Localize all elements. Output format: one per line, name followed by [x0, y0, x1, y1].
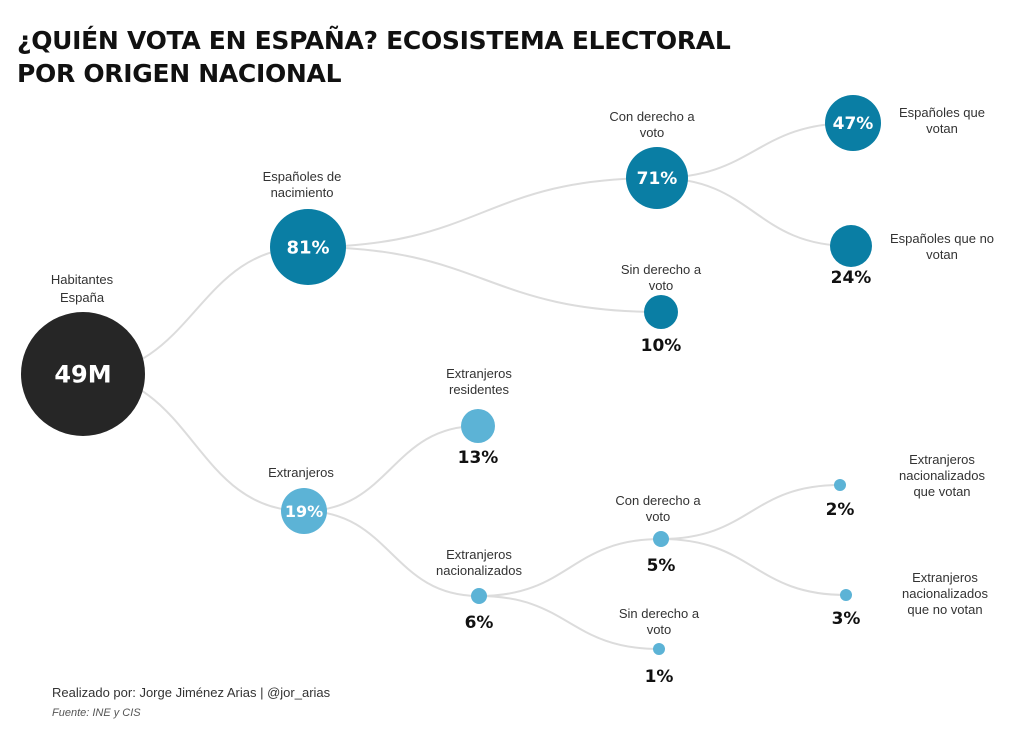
node-label-ext_nac-0: Extranjeros [446, 547, 512, 562]
node-label-ext_nac-1: nacionalizados [436, 563, 523, 578]
link-esp-esp_sin [307, 246, 662, 313]
node-circle-esp_votan [825, 95, 881, 151]
node-label-esp_con-0: Con derecho a [609, 109, 695, 124]
node-value-esp_votan: 47% [833, 114, 874, 134]
node-label-esp_novotan-0: Españoles que no [890, 231, 994, 246]
link-ext_con-ext_votan [660, 484, 841, 540]
node-value-ext_sin: 1% [645, 667, 674, 687]
node-circle-ext_votan [834, 479, 846, 491]
node-value-root: 49M [54, 361, 111, 389]
node-circle-esp_novotan [830, 225, 872, 267]
node-value-ext_votan: 2% [826, 500, 855, 520]
node-value-ext_novotan: 3% [832, 609, 861, 629]
link-esp-esp_con [307, 177, 658, 248]
node-label-ext_sin-1: voto [647, 622, 672, 637]
node-label-ext_votan-1: nacionalizados [899, 468, 986, 483]
link-ext_nac-ext_sin [478, 595, 660, 650]
node-value-ext_nac: 6% [465, 613, 494, 633]
node-value-esp_sin: 10% [641, 336, 682, 356]
node-label-ext_sin-0: Sin derecho a [619, 606, 700, 621]
node-circle-esp_sin [644, 295, 678, 329]
link-ext_con-ext_novotan [660, 538, 847, 596]
source-text: Fuente: INE y CIS [52, 707, 141, 719]
node-root: 49M Habitantes España [21, 272, 145, 436]
node-label-ext_con-1: voto [646, 509, 671, 524]
link-esp_con-esp_novotan [656, 177, 852, 247]
page-title: ¿QUIÉN VOTA EN ESPAÑA? ECOSISTEMA ELECTO… [17, 24, 731, 90]
node-label-ext_votan-2: que votan [913, 484, 970, 499]
node-circle-ext_res [461, 409, 495, 443]
node-value-ext: 19% [285, 502, 323, 521]
node-value-esp_con: 71% [637, 169, 678, 189]
node-circle-ext [281, 488, 327, 534]
node-label-ext-0: Extranjeros [268, 465, 334, 480]
node-label-ext_novotan-0: Extranjeros [912, 570, 978, 585]
node-label-esp-0: Españoles de [263, 169, 342, 184]
node-value-ext_res: 13% [458, 448, 499, 468]
node-label-ext_res-1: residentes [449, 382, 509, 397]
node-ext: 19% Extranjeros [268, 465, 334, 534]
node-label-ext_votan-0: Extranjeros [909, 452, 975, 467]
node-label-esp-1: nacimiento [271, 185, 334, 200]
node-label-esp_novotan-1: votan [926, 247, 958, 262]
node-circle-esp [270, 209, 346, 285]
node-label-esp_con-1: voto [640, 125, 665, 140]
link-ext_nac-ext_con [478, 538, 662, 597]
node-value-ext_con: 5% [647, 556, 676, 576]
node-label-ext_novotan-1: nacionalizados [902, 586, 989, 601]
node-circle-ext_nac [471, 588, 487, 604]
credit-text: Realizado por: Jorge Jiménez Arias | @jo… [52, 685, 331, 700]
title-line-2: POR ORIGEN NACIONAL [17, 59, 342, 88]
node-label-ext_con-0: Con derecho a [615, 493, 701, 508]
node-circle-root [21, 312, 145, 436]
tree-nodes: 49M Habitantes España 81% Españoles denacimi… [21, 95, 994, 687]
node-label-esp_sin-1: voto [649, 278, 674, 293]
link-ext-ext_nac [303, 510, 480, 597]
node-label-root-1: España [60, 290, 105, 305]
node-circle-esp_con [626, 147, 688, 209]
node-label-esp_sin-0: Sin derecho a [621, 262, 702, 277]
node-value-esp_novotan: 24% [831, 268, 872, 288]
node-label-ext_novotan-2: que no votan [907, 602, 982, 617]
title-line-1: ¿QUIÉN VOTA EN ESPAÑA? ECOSISTEMA ELECTO… [17, 26, 731, 55]
node-value-esp: 81% [286, 237, 329, 258]
node-label-root-0: Habitantes [51, 272, 114, 287]
link-ext-ext_res [303, 425, 479, 512]
node-circle-ext_sin [653, 643, 665, 655]
link-esp_con-esp_votan [656, 122, 854, 179]
node-circle-ext_novotan [840, 589, 852, 601]
node-label-esp_votan-0: Españoles que [899, 105, 985, 120]
node-label-ext_res-0: Extranjeros [446, 366, 512, 381]
node-label-esp_votan-1: votan [926, 121, 958, 136]
node-circle-ext_con [653, 531, 669, 547]
